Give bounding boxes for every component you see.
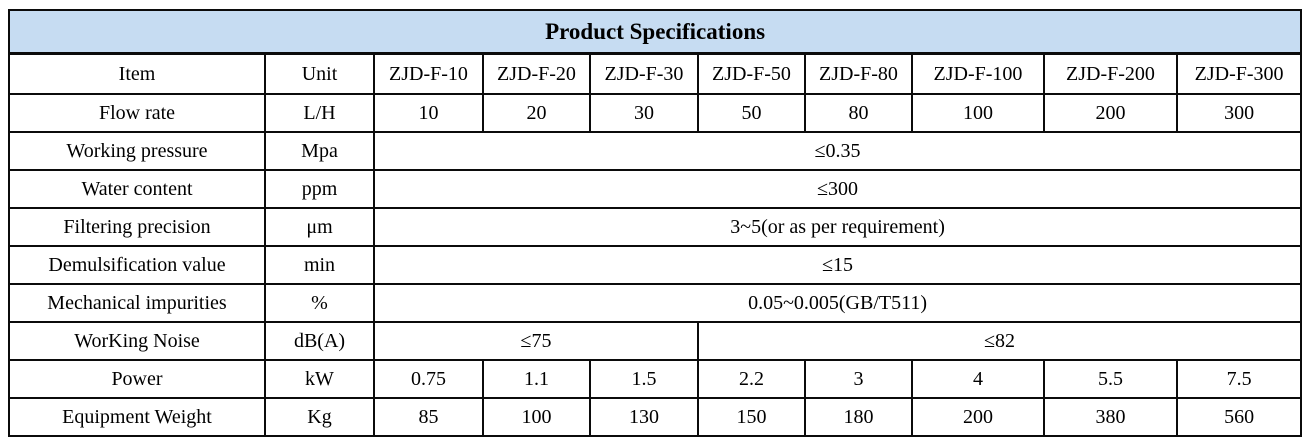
value-cell: 380 <box>1043 397 1178 437</box>
value-cell: 2.2 <box>697 359 806 399</box>
merged-value-cell: ≤300 <box>372 169 1303 209</box>
table-row-water-content: Water content ppm ≤300 <box>8 169 1303 209</box>
value-cell: 150 <box>697 397 806 437</box>
item-cell: Water content <box>8 169 266 209</box>
table-title-row: Product Specifications <box>7 9 1303 55</box>
table-row-demulsification-value: Demulsification value min ≤15 <box>8 245 1303 285</box>
table-row-filtering-precision: Filtering precision μm 3~5(or as per req… <box>8 207 1303 247</box>
value-cell: 0.75 <box>373 359 484 399</box>
merged-value-cell: 3~5(or as per requirement) <box>372 207 1303 247</box>
value-cell: 4 <box>911 359 1045 399</box>
item-cell: Filtering precision <box>8 207 266 247</box>
merged-value-cell: ≤15 <box>372 245 1303 285</box>
unit-cell: Mpa <box>264 131 375 171</box>
column-header-model: ZJD-F-300 <box>1175 52 1303 95</box>
value-cell: 300 <box>1175 93 1303 133</box>
value-cell: 10 <box>373 93 484 133</box>
value-cell: 200 <box>911 397 1045 437</box>
value-cell: 560 <box>1175 397 1303 437</box>
table-row-working-noise: WorKing Noise dB(A) ≤75 ≤82 <box>8 321 1303 361</box>
value-cell: 100 <box>911 93 1045 133</box>
unit-cell: % <box>264 283 375 323</box>
table-header-row: Item Unit ZJD-F-10 ZJD-F-20 ZJD-F-30 ZJD… <box>8 52 1303 95</box>
table-row-flow-rate: Flow rate L/H 10 20 30 50 80 100 200 300 <box>8 93 1303 133</box>
value-cell: 180 <box>804 397 913 437</box>
table-row-power: Power kW 0.75 1.1 1.5 2.2 3 4 5.5 7.5 <box>8 359 1303 399</box>
merged-value-cell-right: ≤82 <box>696 321 1303 361</box>
value-cell: 80 <box>804 93 913 133</box>
value-cell: 85 <box>373 397 484 437</box>
table-row-equipment-weight: Equipment Weight Kg 85 100 130 150 180 2… <box>8 397 1303 437</box>
unit-cell: L/H <box>264 93 375 133</box>
table-title: Product Specifications <box>7 9 1303 55</box>
value-cell: 30 <box>589 93 699 133</box>
item-cell: WorKing Noise <box>8 321 266 361</box>
merged-value-cell: ≤0.35 <box>372 131 1303 171</box>
table-row-working-pressure: Working pressure Mpa ≤0.35 <box>8 131 1303 171</box>
merged-value-cell: 0.05~0.005(GB/T511) <box>372 283 1303 323</box>
item-cell: Flow rate <box>8 93 266 133</box>
value-cell: 200 <box>1043 93 1178 133</box>
product-specifications-table: Product Specifications Item Unit ZJD-F-1… <box>7 9 1303 437</box>
value-cell: 1.1 <box>482 359 591 399</box>
unit-cell: dB(A) <box>264 321 375 361</box>
column-header-model: ZJD-F-100 <box>911 52 1045 95</box>
value-cell: 3 <box>804 359 913 399</box>
value-cell: 5.5 <box>1043 359 1178 399</box>
unit-cell: ppm <box>264 169 375 209</box>
column-header-model: ZJD-F-30 <box>589 52 699 95</box>
value-cell: 100 <box>482 397 591 437</box>
merged-value-cell-left: ≤75 <box>373 321 699 361</box>
column-header-model: ZJD-F-20 <box>482 52 591 95</box>
unit-cell: μm <box>264 207 375 247</box>
value-cell: 7.5 <box>1175 359 1303 399</box>
column-header-model: ZJD-F-80 <box>804 52 913 95</box>
column-header-model: ZJD-F-50 <box>697 52 806 95</box>
column-header-item: Item <box>8 52 266 95</box>
value-cell: 130 <box>589 397 699 437</box>
column-header-model: ZJD-F-10 <box>373 52 484 95</box>
unit-cell: kW <box>264 359 375 399</box>
table-row-mechanical-impurities: Mechanical impurities % 0.05~0.005(GB/T5… <box>8 283 1303 323</box>
value-cell: 20 <box>482 93 591 133</box>
value-cell: 1.5 <box>589 359 699 399</box>
value-cell: 50 <box>697 93 806 133</box>
item-cell: Working pressure <box>8 131 266 171</box>
unit-cell: min <box>264 245 375 285</box>
item-cell: Mechanical impurities <box>8 283 266 323</box>
column-header-unit: Unit <box>264 52 375 95</box>
item-cell: Demulsification value <box>8 245 266 285</box>
unit-cell: Kg <box>264 397 375 437</box>
column-header-model: ZJD-F-200 <box>1043 52 1178 95</box>
item-cell: Power <box>8 359 266 399</box>
item-cell: Equipment Weight <box>8 397 266 437</box>
